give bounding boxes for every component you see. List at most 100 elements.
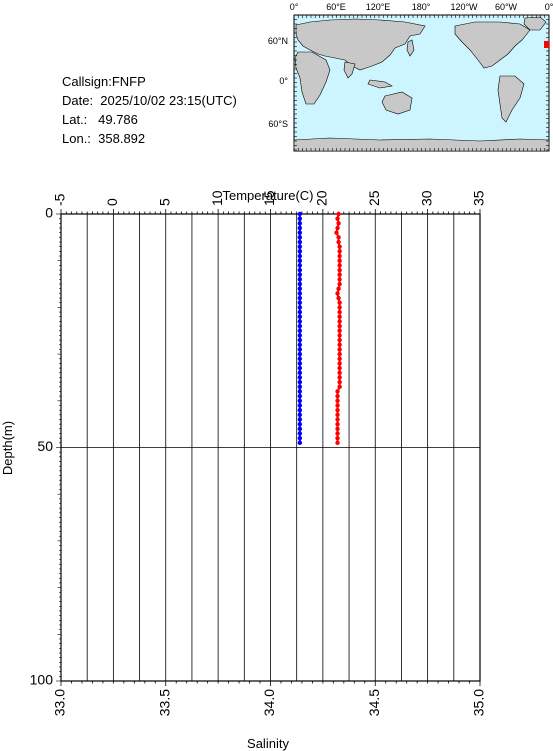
africa-land (294, 51, 331, 105)
station-info: Callsign:FNFP Date: 2025/10/02 23:15(UTC… (62, 72, 237, 148)
temperature-profile-line (335, 213, 341, 443)
salinity-point (297, 216, 303, 221)
temperature-point (337, 263, 342, 268)
temperature-point (337, 323, 342, 329)
temperature-point (337, 249, 342, 254)
temperature-point (335, 225, 340, 231)
salinity-point (297, 230, 303, 235)
temperature-point (337, 305, 342, 310)
map-lon-label: 0° (290, 2, 299, 12)
salinity-point (297, 239, 303, 245)
bottom-tick-label: 34.0 (261, 689, 277, 716)
salinity-point (297, 398, 303, 403)
salinity-point (297, 221, 303, 226)
temperature-point (335, 440, 340, 446)
temperature-point (337, 314, 342, 319)
salinity-point (297, 309, 303, 315)
salinity-point (297, 263, 303, 268)
temperature-point (337, 319, 342, 324)
greenland-land (523, 16, 547, 31)
australia-land (381, 91, 413, 115)
temperature-point (337, 370, 342, 375)
temperature-point (336, 221, 341, 226)
chart-series (297, 211, 342, 446)
temperature-point (335, 393, 340, 399)
salinity-point (297, 393, 303, 399)
salinity-point (297, 277, 303, 282)
indonesia-land (367, 79, 393, 89)
temperature-point (337, 300, 342, 305)
salinity-point (297, 253, 303, 259)
plot-frame (60, 213, 481, 682)
salinity-point (297, 337, 303, 343)
bottom-tick-label: 35.0 (471, 689, 487, 716)
map-lon-label: 120°E (366, 2, 391, 12)
temperature-point (335, 417, 340, 422)
temperature-point (335, 435, 340, 441)
salinity-point (297, 305, 303, 310)
map-lat-label: 60°S (268, 119, 288, 129)
map-lon-label: 180° (412, 2, 431, 12)
salinity-point (297, 356, 303, 361)
salinity-point (297, 333, 303, 338)
temperature-point (336, 235, 341, 240)
salinity-point (297, 267, 303, 273)
salinity-point (297, 351, 303, 357)
map-lon-label: 120°W (450, 2, 478, 12)
salinity-point (297, 431, 303, 436)
chart-grid (61, 214, 480, 681)
salinity-point (297, 389, 303, 394)
salinity-point (297, 258, 303, 263)
world-map: 0° 60°E 120°E 180° 120°W 60°W 0° 60°N 0°… (268, 2, 553, 152)
temperature-point (335, 389, 340, 394)
salinity-point (297, 407, 303, 413)
salinity-point (297, 426, 303, 432)
temperature-point (335, 398, 340, 403)
callsign-text: Callsign:FNFP (62, 74, 146, 89)
temperature-point (337, 333, 342, 338)
temperature-point (335, 216, 340, 221)
temperature-point (337, 379, 342, 385)
map-lat-label: 60°N (268, 36, 288, 46)
salinity-point (297, 244, 303, 249)
salinity-point (297, 314, 303, 319)
salinity-point (297, 347, 303, 352)
map-lon-label: 60°E (326, 2, 346, 12)
longitude-text: Lon.: 358.892 (62, 131, 146, 146)
salinity-point (297, 342, 303, 347)
temperature-point (337, 272, 342, 277)
temperature-point (336, 211, 341, 217)
map-lon-label: 60°W (495, 2, 518, 12)
salinity-point (297, 421, 303, 427)
temperature-point (334, 230, 339, 235)
salinity-point (297, 300, 303, 305)
temperature-point (337, 356, 342, 361)
map-lat-labels: 60°N 0° 60°S (268, 36, 289, 129)
temperature-point (337, 361, 342, 366)
temperature-point (336, 239, 341, 245)
salinity-point (297, 211, 303, 217)
temperature-point (337, 365, 342, 371)
temperature-point (335, 412, 340, 418)
temperature-point (337, 281, 342, 287)
temperature-point (337, 277, 342, 282)
temperature-point (337, 351, 342, 357)
left-axis-ticks: 0 50 100 (30, 205, 61, 688)
temperature-point (337, 342, 342, 347)
salinity-point (297, 417, 303, 422)
temperature-point (337, 328, 342, 333)
temperature-point (335, 407, 340, 413)
date-text: Date: 2025/10/02 23:15(UTC) (62, 93, 237, 108)
bottom-axis-label: Salinity (247, 736, 289, 751)
temperature-point (337, 337, 342, 343)
temperature-point (336, 286, 341, 291)
salinity-point (297, 384, 303, 389)
temperature-point (335, 291, 340, 296)
south-america-land (497, 75, 525, 123)
temperature-point (337, 258, 342, 263)
salinity-point (297, 375, 303, 380)
left-tick-label: 50 (37, 438, 53, 454)
salinity-point (297, 249, 303, 254)
salinity-point (297, 403, 303, 408)
temperature-point (335, 403, 340, 408)
